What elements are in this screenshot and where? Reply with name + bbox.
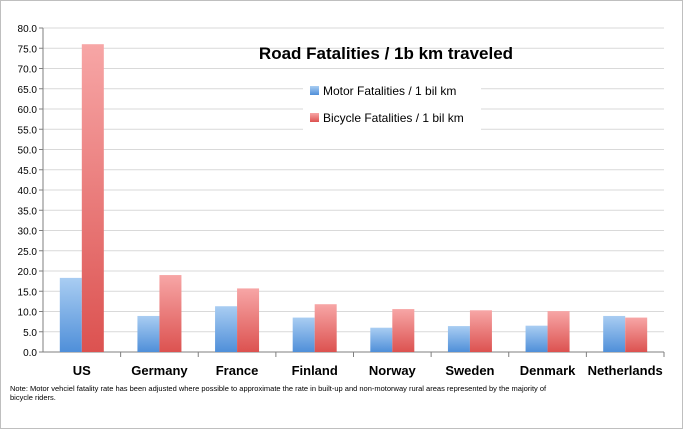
x-tick-label: Sweden bbox=[445, 363, 494, 378]
y-tick-label: 70.0 bbox=[18, 65, 38, 76]
y-tick-label: 55.0 bbox=[18, 125, 38, 136]
bar-motor-denmark bbox=[525, 325, 548, 352]
bar-bicycle-norway bbox=[392, 309, 415, 352]
x-tick-label: US bbox=[73, 363, 91, 378]
y-tick-label: 60.0 bbox=[18, 105, 38, 116]
y-tick-label: 5.0 bbox=[23, 328, 37, 339]
y-tick-label: 15.0 bbox=[18, 287, 38, 298]
x-tick-label: Norway bbox=[369, 363, 417, 378]
y-tick-label: 10.0 bbox=[18, 308, 38, 319]
legend-swatch-motor bbox=[310, 86, 319, 95]
gridlines bbox=[43, 27, 664, 353]
y-tick-label: 35.0 bbox=[18, 206, 38, 217]
bar-bicycle-denmark bbox=[547, 311, 570, 352]
bar-bicycle-netherlands bbox=[625, 317, 648, 352]
bar-motor-sweden bbox=[447, 326, 470, 352]
bar-motor-norway bbox=[370, 327, 393, 352]
x-tick-label: Finland bbox=[292, 363, 338, 378]
y-axis-ticks: 0.0 5.0 10.0 15.0 20.0 25.0 30.0 35.0 40.0 45.0 50… bbox=[18, 24, 44, 359]
y-tick-label: 25.0 bbox=[18, 247, 38, 258]
bar-motor-finland bbox=[292, 317, 315, 352]
x-axis-ticks: US Germany France Finland Norway Sweden Denmar… bbox=[73, 352, 665, 378]
y-tick-label: 80.0 bbox=[18, 24, 38, 35]
bars bbox=[59, 44, 648, 352]
y-tick-label: 30.0 bbox=[18, 227, 38, 238]
x-tick-label: Germany bbox=[131, 363, 188, 378]
x-tick-label: Denmark bbox=[520, 363, 576, 378]
y-tick-label: 65.0 bbox=[18, 85, 38, 96]
legend-swatch-bicycle bbox=[310, 113, 319, 122]
bar-motor-netherlands bbox=[603, 315, 626, 352]
legend-background bbox=[303, 79, 481, 133]
legend: Motor Fatalities / 1 bil km Bicycle Fata… bbox=[303, 79, 481, 133]
x-tick-label: France bbox=[216, 363, 259, 378]
bar-bicycle-us bbox=[81, 44, 104, 352]
chart-title: Road Fatalities / 1b km traveled bbox=[259, 44, 513, 63]
y-tick-label: 0.0 bbox=[23, 348, 37, 359]
bar-bicycle-france bbox=[237, 288, 260, 352]
bar-bicycle-finland bbox=[314, 304, 337, 352]
y-tick-label: 50.0 bbox=[18, 146, 38, 157]
y-tick-label: 75.0 bbox=[18, 44, 38, 55]
y-tick-label: 20.0 bbox=[18, 267, 38, 278]
legend-label-bicycle: Bicycle Fatalities / 1 bil km bbox=[323, 111, 464, 125]
bar-motor-germany bbox=[137, 315, 160, 352]
y-tick-label: 40.0 bbox=[18, 186, 38, 197]
legend-label-motor: Motor Fatalities / 1 bil km bbox=[323, 84, 456, 98]
bar-bicycle-germany bbox=[159, 275, 182, 352]
bar-motor-france bbox=[215, 306, 238, 352]
bar-motor-us bbox=[59, 277, 82, 352]
x-tick-label: Netherlands bbox=[588, 363, 663, 378]
chart-note: Note: Motor vehciel fatality rate has be… bbox=[10, 384, 547, 402]
bar-bicycle-sweden bbox=[469, 310, 492, 352]
y-tick-label: 45.0 bbox=[18, 166, 38, 177]
